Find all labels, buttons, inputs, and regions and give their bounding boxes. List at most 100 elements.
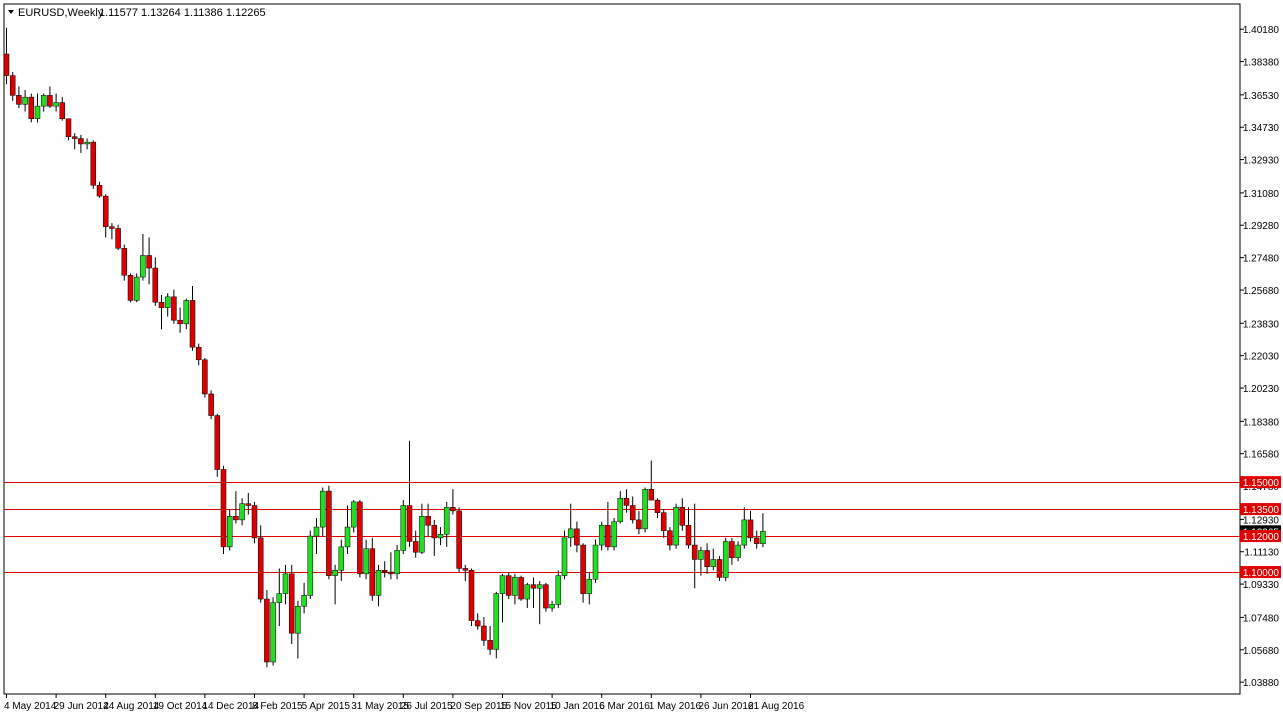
level-label-box (1240, 530, 1281, 543)
candle (419, 503, 425, 555)
candle (53, 93, 59, 112)
candle-body (140, 255, 146, 278)
candle (698, 546, 704, 576)
candle (270, 597, 276, 666)
candle-body (313, 526, 320, 537)
candle-body (319, 490, 326, 528)
candle (561, 530, 568, 580)
candle (65, 118, 72, 141)
candle-body (592, 544, 599, 580)
candle-body (357, 501, 363, 575)
candle-body (127, 275, 134, 301)
candle (580, 543, 586, 603)
candle (9, 71, 16, 101)
candle (183, 298, 190, 330)
candle (357, 500, 363, 578)
time-tick-label: 24 Aug 2014 (103, 701, 160, 712)
candle-body (394, 550, 400, 575)
candle-body (183, 300, 190, 325)
candle-body (59, 102, 66, 120)
price-tick-label: 1.32930 (1243, 156, 1280, 167)
candle-body (208, 393, 214, 416)
candle-body (716, 559, 723, 578)
candle (208, 390, 214, 420)
candle-body (549, 604, 555, 609)
price-tick-label: 1.36530 (1243, 91, 1280, 102)
candle (400, 500, 407, 555)
candle-body (437, 534, 444, 539)
candle-body (381, 569, 388, 573)
candle (326, 485, 332, 580)
candle (47, 86, 53, 108)
candle (505, 572, 512, 600)
candle (140, 233, 146, 281)
price-tick-label: 1.22030 (1243, 352, 1280, 363)
candle (276, 568, 283, 627)
candle (673, 503, 679, 549)
candle (233, 491, 239, 524)
candle-body (202, 359, 208, 395)
candle-body (220, 469, 227, 548)
candle-body (363, 548, 369, 575)
price-tick-label: 1.25680 (1243, 286, 1280, 297)
candle (202, 357, 208, 398)
time-tick-label: 15 Nov 2015 (500, 701, 557, 712)
candle (735, 541, 741, 562)
candle-body (536, 584, 543, 589)
candle (313, 518, 320, 555)
candle (636, 510, 642, 535)
candle (158, 295, 165, 330)
chart-header: EURUSD,Weekly 1.11577 1.13264 1.11386 1.… (8, 7, 266, 19)
level-label-box (1240, 566, 1281, 579)
candle (3, 27, 10, 85)
candle (344, 505, 351, 555)
candle-body (251, 505, 258, 539)
candle-body (611, 521, 617, 548)
candle (586, 572, 593, 605)
price-tick-label: 1.03880 (1243, 678, 1280, 689)
candle-body (487, 640, 493, 650)
candle (574, 521, 580, 553)
candle-body (586, 578, 593, 594)
candle (679, 498, 686, 531)
candle (59, 97, 66, 121)
candle (431, 519, 438, 556)
candle (34, 93, 41, 123)
candle-body (691, 544, 698, 560)
candle-body (270, 602, 276, 663)
price-axis: 1.40180 1.38380 1.36530 1.34730 1.32930 1.310… (1240, 25, 1281, 689)
level-label: 1.13500 (1243, 505, 1280, 516)
level-label-box (1240, 476, 1281, 489)
candle (177, 307, 183, 333)
candle (760, 513, 766, 548)
candle (456, 507, 462, 573)
candle (127, 273, 134, 303)
candle-body (462, 568, 469, 571)
time-tick-label: 19 Oct 2014 (153, 701, 208, 712)
candle-body (146, 255, 152, 269)
candle-body (195, 346, 202, 361)
candle (90, 140, 97, 189)
candle-body (753, 537, 760, 544)
candle (660, 509, 667, 538)
candle (332, 564, 338, 605)
price-tick-label: 1.05680 (1243, 646, 1280, 657)
candle-body (164, 296, 171, 308)
candle-body (673, 507, 679, 546)
time-tick-label: 20 Sep 2015 (450, 701, 507, 712)
dropdown-triangle-icon[interactable] (8, 10, 14, 14)
time-tick-label: 8 Feb 2015 (252, 701, 303, 712)
time-tick-label: 6 Mar 2016 (599, 701, 650, 712)
candle (412, 530, 419, 558)
candle-body (400, 505, 407, 551)
level-label: 1.10000 (1243, 568, 1280, 579)
candle-body (102, 195, 109, 227)
candle (691, 503, 698, 589)
candle (381, 561, 388, 578)
candle (747, 510, 754, 542)
candle-body (555, 575, 562, 605)
candle-body (406, 505, 413, 542)
price-tick-label: 1.27480 (1243, 254, 1280, 265)
